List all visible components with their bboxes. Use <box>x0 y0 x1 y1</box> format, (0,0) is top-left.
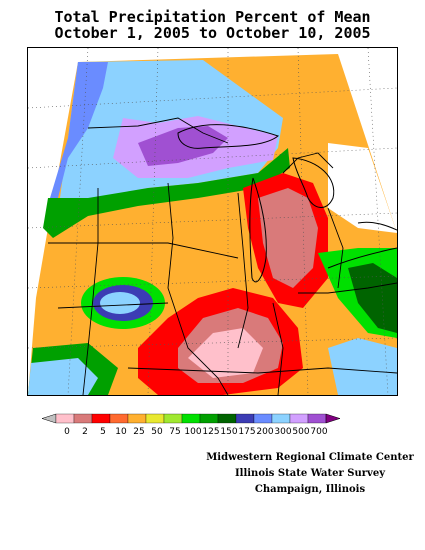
graticule <box>28 48 397 395</box>
legend-label-1: 2 <box>82 427 88 437</box>
legend-swatch-1 <box>55 413 75 424</box>
legend-swatch-9 <box>199 413 219 424</box>
legend-label-14: 700 <box>310 427 327 437</box>
legend-label-8: 125 <box>202 427 219 437</box>
legend-swatch-11 <box>235 413 255 424</box>
legend-label-2: 5 <box>100 427 106 437</box>
legend-label-11: 200 <box>256 427 273 437</box>
region-green-band-north <box>43 148 290 238</box>
legend-label-9: 150 <box>220 427 237 437</box>
legend-label-4: 25 <box>133 427 144 437</box>
legend-swatch-4 <box>109 413 129 424</box>
region-southwest-lightblue <box>28 358 98 395</box>
region-north-purple <box>138 126 228 166</box>
precipitation-map <box>27 47 398 396</box>
region-east-white <box>328 143 397 233</box>
legend-label-5: 50 <box>151 427 163 437</box>
legend-swatch-13 <box>271 413 291 424</box>
legend-labels: 0 2 5 10 25 50 75 100 125 150 175 200 300 500 700 <box>64 427 328 437</box>
legend-swatch-below <box>41 413 57 424</box>
legend-swatch-2 <box>73 413 93 424</box>
region-northwest-blue <box>50 62 108 198</box>
legend-label-13: 500 <box>292 427 309 437</box>
precipitation-map-svg <box>28 48 397 395</box>
legend-color-bar <box>41 413 341 424</box>
map-title-line1: Total Precipitation Percent of Mean <box>54 8 371 26</box>
legend-label-6: 75 <box>169 427 180 437</box>
legend-swatch-12 <box>253 413 273 424</box>
legend-swatch-15 <box>307 413 327 424</box>
legend-swatch-7 <box>163 413 183 424</box>
color-legend: 0 2 5 10 25 50 75 100 125 150 175 200 300 500 700 <box>40 412 380 442</box>
credit-line-3: Champaign, Illinois <box>254 484 366 495</box>
credit-line-1: Midwestern Regional Climate Center <box>206 452 414 463</box>
great-lakes <box>177 124 397 283</box>
legend-swatch-6 <box>145 413 165 424</box>
legend-swatch-8 <box>181 413 201 424</box>
map-title-line2: October 1, 2005 to October 10, 2005 <box>54 24 371 42</box>
credit-line-2: Illinois State Water Survey <box>234 468 386 479</box>
legend-swatch-14 <box>289 413 309 424</box>
legend-swatch-5 <box>127 413 147 424</box>
legend-label-0: 0 <box>64 427 70 437</box>
state-borders <box>48 117 397 395</box>
region-southeast-blue <box>328 338 397 395</box>
region-east-darkgreen <box>348 263 397 333</box>
legend-label-3: 10 <box>115 427 127 437</box>
region-michigan-pink <box>258 188 318 288</box>
legend-swatch-above <box>325 413 341 424</box>
legend-label-10: 175 <box>238 427 255 437</box>
legend-swatch-10 <box>217 413 237 424</box>
legend-swatch-3 <box>91 413 111 424</box>
region-west-lightblue <box>100 292 140 314</box>
region-south-lightpink <box>188 328 263 378</box>
legend-label-7: 100 <box>184 427 201 437</box>
legend-svg: 0 2 5 10 25 50 75 100 125 150 175 200 300 500 700 <box>41 413 341 437</box>
legend-label-12: 300 <box>274 427 291 437</box>
